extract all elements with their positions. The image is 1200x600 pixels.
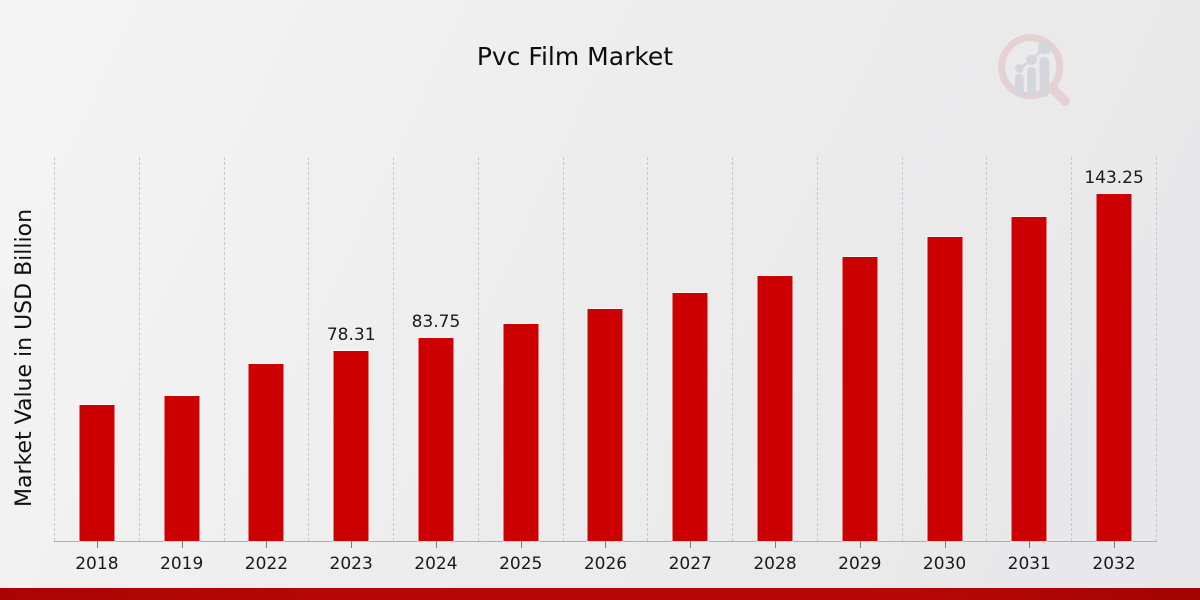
bar-value-label: 78.31 [326, 325, 376, 346]
x-axis-tick-label: 2024 [414, 554, 458, 574]
magnifier-bar-chart-logo-icon [998, 34, 1070, 106]
bar-2032 [1096, 193, 1132, 541]
bar-2028 [757, 275, 793, 541]
x-axis-tick [181, 541, 183, 548]
category-band: 2026 [562, 157, 648, 574]
category-band: 2028 [732, 157, 817, 574]
category-band: 2027 [647, 157, 732, 574]
x-axis-tick-label: 2019 [160, 554, 204, 574]
bar-2026 [587, 308, 623, 541]
category-band: 2030 [901, 157, 987, 574]
x-axis-tick-label: 2029 [838, 554, 882, 574]
x-axis-tick [1029, 541, 1031, 548]
x-axis-tick [605, 541, 607, 548]
x-axis-tick [266, 541, 268, 548]
x-axis-tick [96, 541, 98, 548]
x-axis-tick [690, 541, 692, 548]
category-band: 2031 [986, 157, 1071, 574]
x-axis-tick-label: 2022 [244, 554, 289, 574]
x-axis-tick [351, 541, 353, 548]
bar-value-label: 143.25 [1084, 167, 1144, 188]
category-band: 2025 [477, 157, 563, 574]
category-band: 143.25 2032 [1071, 157, 1156, 574]
bar-2031 [1011, 216, 1047, 541]
x-axis-tick-label: 2026 [583, 554, 628, 574]
x-axis-tick-label: 2018 [75, 554, 119, 574]
bar-2027 [672, 292, 708, 541]
bar-2029 [842, 257, 878, 541]
category-band: 2019 [138, 157, 224, 574]
chart-title: Pvc Film Market [476, 42, 674, 71]
x-axis-tick [944, 541, 946, 548]
x-axis-tick-label: 2027 [668, 554, 712, 574]
plot-area: 2018 2019 2022 78.31 2023 83.75 2024 2025 2026 20… [54, 157, 1157, 574]
bar-2025 [503, 323, 539, 541]
x-axis-tick-label: 2028 [753, 554, 797, 574]
x-axis-tick [435, 541, 437, 548]
category-band: 83.75 2024 [393, 157, 478, 574]
category-band: 78.31 2023 [308, 157, 393, 574]
bar-2022 [248, 363, 284, 541]
x-axis-tick-label: 2032 [1092, 554, 1136, 574]
y-axis-label: Market Value in USD Billion [12, 208, 37, 507]
bar-2023 [333, 351, 369, 541]
x-axis-tick [775, 541, 776, 548]
x-axis-tick-label: 2030 [922, 554, 967, 574]
bar-value-label: 83.75 [411, 312, 461, 333]
x-axis-tick-label: 2023 [329, 554, 373, 574]
x-axis-tick [520, 541, 522, 548]
x-axis-tick-label: 2031 [1007, 554, 1051, 574]
category-band: 2018 [54, 157, 139, 574]
footer-strip [0, 588, 1200, 600]
bar-2019 [164, 395, 200, 541]
x-axis-tick-label: 2025 [499, 554, 543, 574]
bar-2030 [927, 237, 963, 541]
category-band: 2029 [816, 157, 902, 574]
x-axis-tick [859, 541, 861, 548]
bar-2018 [79, 405, 115, 541]
category-band: 2022 [223, 157, 309, 574]
bar-2024 [418, 338, 454, 541]
x-axis-tick [1114, 541, 1116, 548]
